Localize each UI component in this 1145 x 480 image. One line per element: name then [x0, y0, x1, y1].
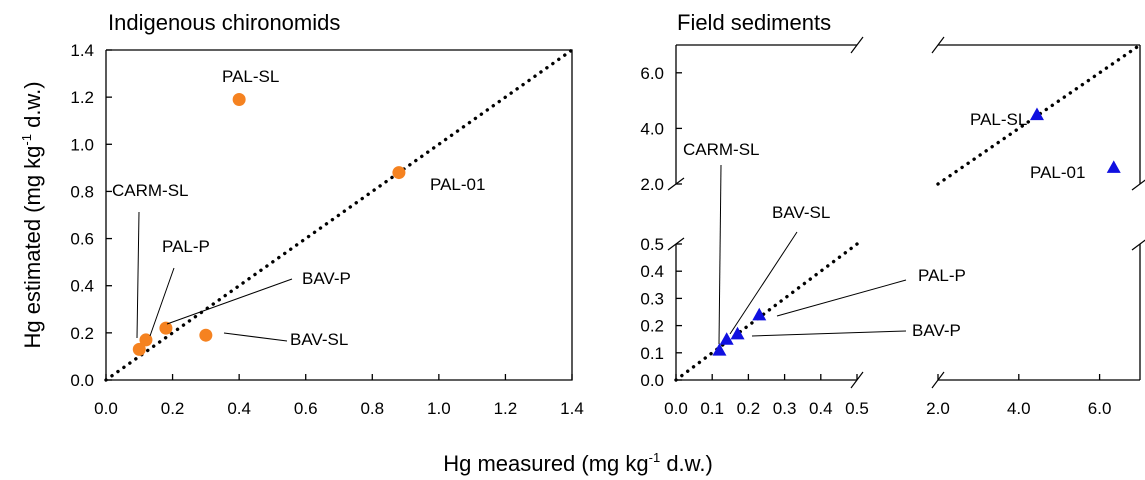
x-tick-label: 6.0 — [1088, 399, 1112, 418]
sediment-marks: CARM-SL BAV-SL BAV-P PAL-P PAL-SL PAL-01 — [674, 43, 1142, 382]
x-tick-label: 0.0 — [664, 399, 688, 418]
label-bav-sl: BAV-SL — [772, 203, 830, 222]
y-tick-label: 0.4 — [640, 262, 664, 281]
label-pal-p: PAL-P — [162, 237, 210, 256]
sediment-panel: Field sediments 0.0 0.1 0.2 0.3 0.4 0.5 2.0 4.0… — [640, 10, 1145, 418]
point-pal-01 — [392, 166, 406, 180]
y-break-right-upper — [1131, 179, 1145, 191]
x-tick-label: 1.2 — [494, 399, 518, 418]
leader-pal-p — [776, 279, 907, 317]
x-tick-label: 0.8 — [360, 399, 384, 418]
y-tick-label: 0.4 — [70, 277, 94, 296]
x-tick-label: 0.2 — [161, 399, 185, 418]
point-pal-01 — [1106, 160, 1121, 173]
leader-carm-sl — [718, 164, 722, 345]
leader-bav-sl — [223, 332, 288, 342]
chironomid-marks: CARM-SL PAL-P BAV-P BAV-SL PAL-SL PAL-01 — [104, 48, 574, 382]
point-pal-p — [139, 333, 153, 347]
y-tick-label: 0.2 — [640, 317, 664, 336]
y-tick-label: 0.8 — [70, 182, 94, 201]
leader-pal-p — [149, 267, 175, 337]
x-tick-label: 0.0 — [94, 399, 118, 418]
x-break-top-left — [850, 36, 864, 54]
y-tick-label: 1.0 — [70, 135, 94, 154]
y-tick-label: 0.0 — [70, 371, 94, 390]
x-tick-label: 0.1 — [700, 399, 724, 418]
point-pal-sl — [232, 93, 246, 106]
x-tick-label: 0.3 — [773, 399, 797, 418]
point-pal-sl — [1029, 107, 1044, 121]
point-carm-sl — [712, 343, 727, 356]
label-pal-sl: PAL-SL — [222, 67, 279, 86]
point-bav-sl — [199, 328, 213, 342]
point-bav-sl — [719, 332, 734, 345]
label-pal-01: PAL-01 — [1030, 163, 1085, 182]
label-bav-sl: BAV-SL — [290, 330, 348, 349]
x-axis-label: Hg measured (mg kg-1 d.w.) — [443, 450, 713, 476]
x-tick-label: 0.4 — [809, 399, 833, 418]
sediment-panel-title: Field sediments — [677, 10, 831, 35]
point-bav-p — [730, 326, 745, 340]
y-tick-label: 0.1 — [640, 344, 664, 363]
label-pal-01: PAL-01 — [430, 175, 485, 194]
x-tick-label: 0.6 — [294, 399, 318, 418]
chironomid-panel-title: Indigenous chironomids — [108, 10, 340, 35]
leader-bav-sl — [729, 231, 798, 335]
point-pal-p — [752, 307, 767, 321]
y-tick-label: 1.2 — [70, 88, 94, 107]
label-pal-p: PAL-P — [918, 266, 966, 285]
sediment-axes: 0.0 0.1 0.2 0.3 0.4 0.5 2.0 4.0 6.0 0.0 0.1 0.2 0.3 0… — [640, 36, 1145, 418]
point-carm-sl — [132, 342, 146, 356]
x-tick-label: 4.0 — [1007, 399, 1031, 418]
leader-bav-p — [751, 330, 907, 337]
y-axis-label: Hg estimated (mg kg-1 d.w.) — [19, 81, 45, 348]
x-tick-label: 1.0 — [427, 399, 451, 418]
label-bav-p: BAV-P — [302, 269, 351, 288]
one-to-one-line-lower — [674, 242, 859, 382]
y-tick-label: 2.0 — [640, 175, 664, 194]
point-bav-p — [159, 321, 173, 335]
label-carm-sl: CARM-SL — [112, 181, 189, 200]
chironomid-axes: 0.0 0.2 0.4 0.6 0.8 1.0 1.2 1.4 0.0 0.2 0.4 0.6 0.8 1… — [70, 41, 583, 418]
leader-bav-p — [166, 278, 293, 325]
x-tick-label: 1.4 — [560, 399, 584, 418]
one-to-one-line — [104, 48, 574, 382]
x-tick-label: 0.5 — [845, 399, 869, 418]
y-tick-label: 0.0 — [640, 371, 664, 390]
x-tick-label: 2.0 — [926, 399, 950, 418]
x-tick-label: 0.2 — [737, 399, 761, 418]
y-tick-label: 0.5 — [640, 235, 664, 254]
x-break-top-right — [931, 36, 945, 54]
y-tick-label: 0.2 — [70, 324, 94, 343]
y-tick-label: 1.4 — [70, 41, 94, 60]
label-carm-sl: CARM-SL — [683, 140, 760, 159]
label-pal-sl: PAL-SL — [970, 110, 1027, 129]
y-tick-label: 6.0 — [640, 64, 664, 83]
y-tick-label: 4.0 — [640, 119, 664, 138]
leader-carm-sl — [136, 211, 140, 339]
chironomid-panel: Indigenous chironomids 0.0 0.2 0.4 0.6 0.8 1.… — [70, 10, 583, 418]
y-break-right-lower — [1131, 239, 1145, 251]
y-tick-label: 0.3 — [640, 289, 664, 308]
y-tick-label: 0.6 — [70, 230, 94, 249]
label-bav-p: BAV-P — [912, 321, 961, 340]
x-tick-label: 0.4 — [227, 399, 251, 418]
